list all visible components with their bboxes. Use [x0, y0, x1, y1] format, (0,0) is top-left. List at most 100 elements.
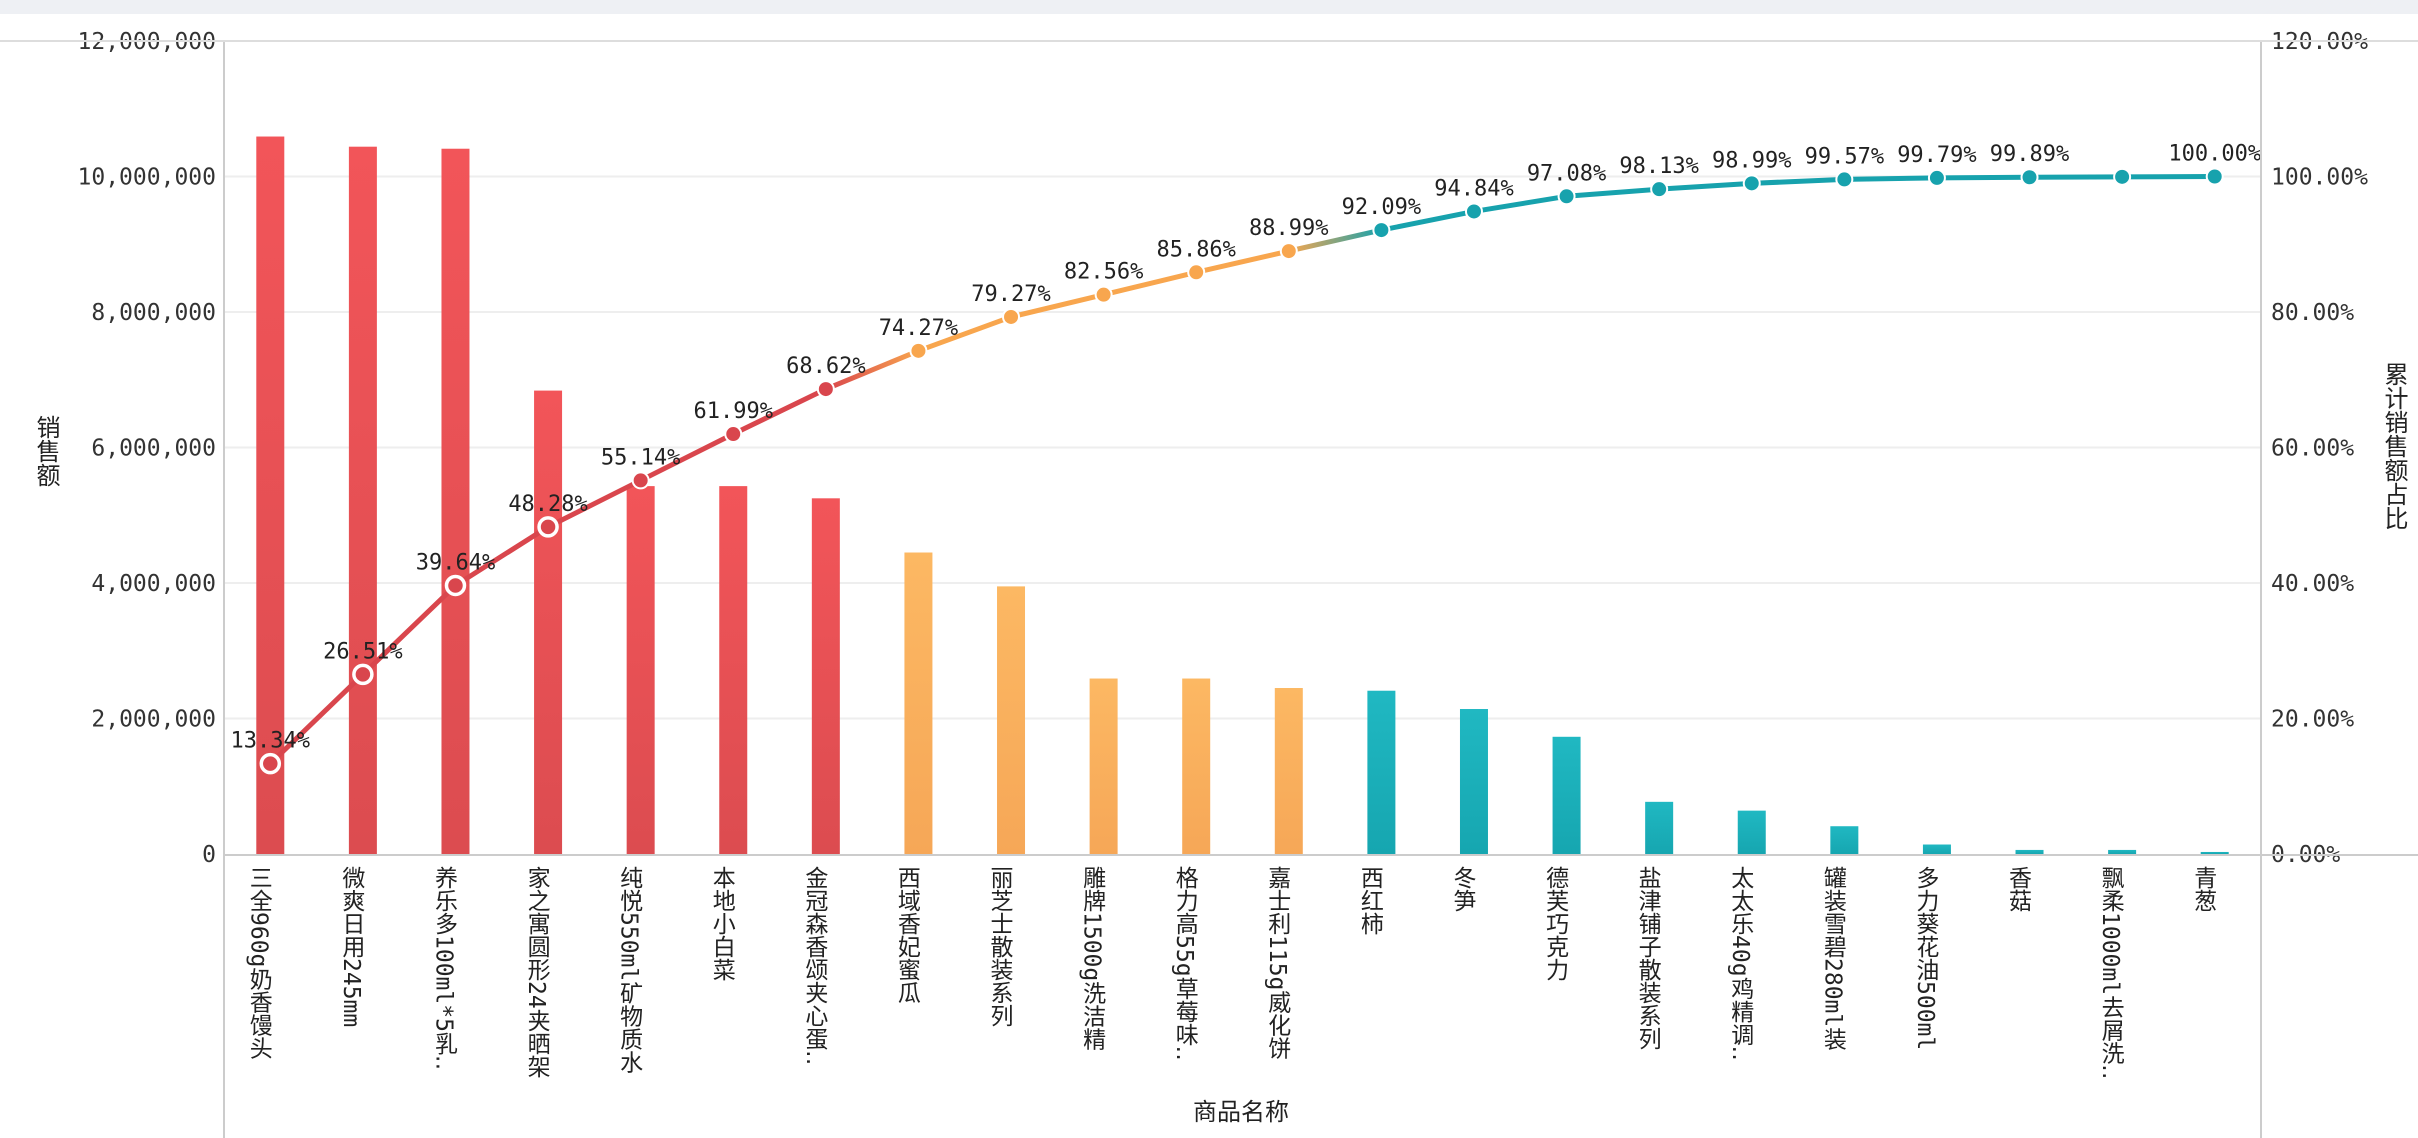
x-tick-label: 冬笋: [1449, 866, 1477, 912]
line-marker: [1464, 202, 1483, 221]
bar: [1552, 736, 1581, 854]
y-tick-label: 8,000,000: [91, 300, 216, 326]
bar: [534, 390, 563, 854]
line-segment: [1101, 269, 1199, 298]
data-label: 98.99%: [1712, 148, 1791, 173]
line-marker: [724, 425, 743, 444]
line-segment: [915, 314, 1014, 354]
data-label: 26.51%: [323, 639, 402, 664]
y2-tick-label: 60.00%: [2271, 436, 2354, 462]
data-label: 79.27%: [971, 282, 1050, 307]
bar-series: [256, 136, 2229, 855]
bar: [1922, 844, 1951, 854]
x-tick-label: 西域香妃蜜瓜: [893, 866, 921, 1004]
y-tick-label: 6,000,000: [91, 436, 216, 462]
bar: [1645, 801, 1674, 854]
y2-tick-label: 40.00%: [2271, 571, 2354, 597]
x-tick-label: 丽芝士散装系列: [986, 866, 1014, 1027]
y2-tick-label: 100.00%: [2271, 165, 2368, 191]
line-marker: [1094, 285, 1113, 304]
data-label: 92.09%: [1342, 195, 1421, 220]
bar: [2108, 849, 2137, 854]
line-marker: [1279, 242, 1298, 261]
line-marker: [1927, 168, 1946, 187]
data-label: 13.34%: [231, 729, 310, 754]
x-tick-label: 养乐多100ml*5乳‥: [430, 866, 458, 1070]
line-marker-hollow: [259, 752, 282, 775]
bar: [904, 552, 933, 854]
y-tick-label: 2,000,000: [91, 707, 216, 733]
bar: [1274, 688, 1303, 854]
x-tick-label: 罐装雪碧280ml装: [1819, 866, 1847, 1050]
y2-tick-label: 20.00%: [2271, 707, 2354, 733]
y-tick-label: 0: [202, 842, 216, 868]
line-marker: [909, 341, 928, 360]
line-marker: [816, 380, 835, 399]
line-marker: [1002, 307, 1021, 326]
line-segment: [1008, 292, 1107, 320]
line-segment: [1656, 180, 1755, 192]
line-marker: [1187, 263, 1206, 282]
line-marker: [1742, 174, 1761, 193]
bar: [626, 486, 655, 854]
data-label: 99.89%: [1990, 142, 2069, 167]
bar: [2200, 851, 2229, 854]
line-segment: [1286, 227, 1384, 254]
y-tick-label: 10,000,000: [78, 165, 216, 191]
x-tick-label: 飘柔1000ml去屑洗‥: [2097, 866, 2125, 1079]
bar: [811, 498, 840, 854]
x-tick-label: 三全960g奶香馒头: [245, 866, 273, 1060]
line-marker: [2205, 167, 2224, 186]
bar: [1737, 810, 1766, 854]
x-tick-label: 西红柿: [1356, 866, 1384, 935]
line-segment: [1934, 174, 2033, 181]
data-label: 61.99%: [694, 399, 773, 424]
data-label: 74.27%: [879, 316, 958, 341]
bar: [1367, 690, 1396, 854]
x-tick-label: 金冠森香颂夹心蛋‥: [801, 866, 829, 1065]
line-marker: [1372, 221, 1391, 240]
line-segment: [545, 477, 644, 530]
line-series: 13.34% 26.51% 39.64% 48.28% 55.14% 61.99% 68.6…: [231, 142, 2261, 775]
data-label: 98.13%: [1619, 154, 1698, 179]
data-label: 82.56%: [1064, 260, 1143, 285]
x-tick-label: 德芙巧克力: [1542, 866, 1570, 981]
bar: [348, 146, 377, 854]
data-label: 97.08%: [1527, 161, 1606, 186]
x-tick-label: 嘉士利115g威化饼: [1264, 866, 1292, 1060]
bar: [1459, 709, 1488, 854]
x-tick-label: 家之寓圆形24夹晒架: [523, 866, 551, 1078]
line-marker: [2020, 168, 2039, 187]
line-segment: [1564, 186, 1662, 199]
line-marker: [1835, 170, 1854, 189]
bar: [1830, 826, 1859, 854]
data-label: 68.62%: [786, 354, 865, 379]
line-segment: [267, 671, 366, 767]
data-label: 94.84%: [1434, 176, 1513, 201]
bar: [997, 586, 1026, 854]
y-axis-title: 销售额: [32, 415, 60, 487]
line-marker: [2113, 167, 2132, 186]
line-marker-hollow: [444, 574, 467, 597]
data-label: 99.79%: [1897, 143, 1976, 168]
data-label: 85.86%: [1156, 237, 1235, 262]
line-segment: [730, 386, 829, 437]
bar: [441, 148, 470, 854]
bar: [1182, 678, 1211, 854]
x-axis-title: 商品名称: [1193, 1098, 1289, 1126]
bar: [719, 486, 748, 854]
x-tick-label: 盐津铺子散装系列: [1634, 866, 1662, 1050]
x-tick-label: 纯悦550ml矿物质水: [616, 866, 644, 1073]
bar: [2015, 849, 2044, 854]
line-marker-hollow: [352, 663, 374, 686]
line-marker: [1557, 187, 1576, 206]
line-segment: [1749, 176, 1847, 186]
bar: [1089, 678, 1118, 854]
axes: 0 2,000,000 4,000,000 6,000,000 8,000,000 10,…: [0, 29, 2418, 1138]
line-segment: [1841, 175, 1940, 182]
line-segment: [638, 431, 736, 483]
x-tick-label: 香菇: [2005, 866, 2033, 912]
x-tick-label: 格力高55g草莓味‥: [1171, 866, 1199, 1061]
x-tick-label: 本地小白菜: [708, 866, 736, 981]
